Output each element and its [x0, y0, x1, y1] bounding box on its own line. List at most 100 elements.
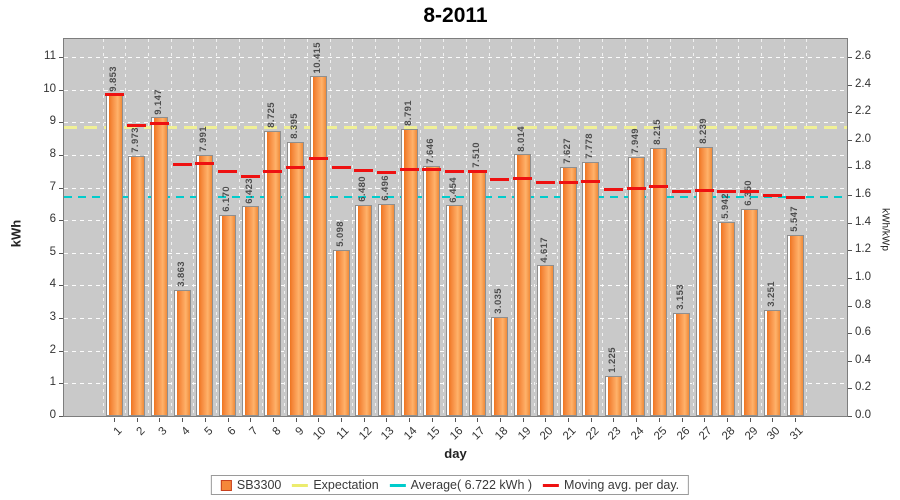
bar-value-label: 7.973 [130, 127, 142, 153]
x-axis-tick [250, 418, 252, 422]
average-line [64, 195, 847, 198]
bar-value-label: 3.035 [493, 288, 505, 314]
y-tick-label-left: 3 [49, 311, 56, 324]
bar-value-label: 8.791 [402, 100, 414, 127]
moving-avg-segment [672, 190, 691, 194]
y-tick-label-right: 1.0 [855, 270, 871, 283]
y-axis-tick-left [59, 383, 63, 385]
bar-value-label: 8.239 [697, 118, 709, 145]
legend-line-swatch [389, 483, 406, 487]
bar-value-label: 5.547 [788, 206, 800, 232]
grid-line-v [647, 39, 649, 416]
y-axis-tick-left [59, 154, 63, 156]
moving-avg-segment [694, 188, 714, 192]
y-axis-title-right: kWh/kWp [879, 208, 891, 251]
y-tick-label-right: 0.8 [855, 298, 871, 311]
bar [627, 156, 645, 416]
moving-avg-segment [581, 179, 601, 183]
grid-line-v [261, 39, 263, 416]
y-axis-tick-left [59, 318, 63, 320]
x-axis-tick [636, 418, 638, 422]
bar-value-label: 8.014 [516, 125, 528, 152]
bar-value-label: 3.153 [675, 284, 686, 311]
x-axis-tick [795, 418, 796, 422]
bar-value-label: 9.147 [152, 88, 164, 115]
x-axis-tick [454, 418, 456, 422]
grid-line-v [670, 39, 672, 416]
grid-line-v [533, 39, 535, 416]
moving-avg-segment [172, 163, 192, 167]
grid-line-v [284, 39, 286, 416]
grid-line-v [125, 39, 127, 416]
x-axis-tick [568, 418, 569, 422]
moving-avg-segment [558, 180, 578, 184]
bar-value-label: 4.617 [538, 236, 550, 263]
bar [105, 94, 123, 416]
x-axis-tick [431, 418, 433, 422]
x-axis-tick [772, 418, 774, 422]
grid-line-v [375, 39, 377, 416]
legend-item-label: SB3300 [236, 478, 282, 492]
x-axis-tick [114, 418, 115, 422]
y-axis-tick-left [59, 89, 63, 91]
legend-item: Average( 6.722 kWh ) [389, 478, 532, 492]
y-axis-tick-right [848, 360, 852, 362]
y-axis-tick-right [848, 57, 852, 58]
bar-value-label: 3.251 [765, 281, 777, 307]
chart-title: 8-2011 [423, 4, 488, 27]
legend-item-label: Expectation [313, 478, 379, 492]
y-axis-tick-right [848, 388, 852, 390]
y-tick-label-left: 9 [49, 115, 56, 128]
bar-value-label: 7.949 [629, 127, 641, 154]
bar-value-label: 9.853 [107, 65, 119, 92]
grid-line-h [64, 57, 847, 58]
grid-line-v [102, 39, 104, 416]
y-tick-label-left: 6 [49, 213, 56, 226]
y-axis-tick-right [848, 195, 852, 197]
bar-value-label: 1.225 [606, 347, 618, 374]
bar [196, 155, 214, 416]
y-tick-label-right: 0.2 [855, 381, 871, 394]
moving-avg-segment [149, 121, 169, 125]
moving-avg-segment [649, 185, 669, 189]
x-axis-tick [477, 418, 479, 422]
grid-line-v [465, 39, 467, 416]
bar [423, 166, 441, 416]
x-axis-tick [295, 418, 297, 422]
grid-line-v [806, 39, 808, 416]
y-axis-tick-left [59, 285, 63, 287]
y-tick-label-left: 2 [49, 343, 56, 356]
y-axis-tick-left [59, 252, 63, 254]
x-axis-tick [204, 418, 206, 422]
moving-avg-segment [218, 170, 237, 174]
x-axis-tick [726, 418, 728, 422]
legend-item: SB3300 [220, 478, 282, 492]
moving-avg-segment [127, 124, 147, 128]
bar [673, 313, 690, 416]
grid-line-v [329, 39, 331, 416]
y-tick-label-right: 2.4 [855, 77, 871, 90]
legend-item: Expectation [292, 478, 379, 492]
moving-avg-segment [308, 157, 328, 161]
grid-line-v [624, 39, 626, 416]
y-tick-label-right: 1.6 [855, 188, 871, 201]
y-tick-label-right: 2.6 [855, 50, 871, 62]
y-tick-label-left: 1 [49, 376, 56, 389]
moving-avg-segment [376, 171, 396, 175]
x-axis-title: day [444, 446, 467, 461]
moving-avg-segment [445, 170, 464, 174]
y-tick-label-left: 8 [49, 147, 56, 160]
grid-line-v [238, 39, 240, 416]
moving-avg-segment [331, 165, 351, 169]
moving-avg-segment [490, 178, 510, 182]
x-axis-tick [386, 418, 388, 422]
moving-avg-segment [286, 166, 306, 170]
grid-line-v [170, 39, 172, 416]
grid-line-v [556, 39, 558, 416]
x-axis-tick [409, 418, 411, 422]
moving-avg-segment [762, 194, 782, 198]
legend: SB3300 Expectation Average( 6.722 kWh ) Mov… [210, 475, 690, 495]
y-tick-label-right: 0.4 [855, 353, 871, 366]
moving-avg-segment [717, 189, 737, 193]
